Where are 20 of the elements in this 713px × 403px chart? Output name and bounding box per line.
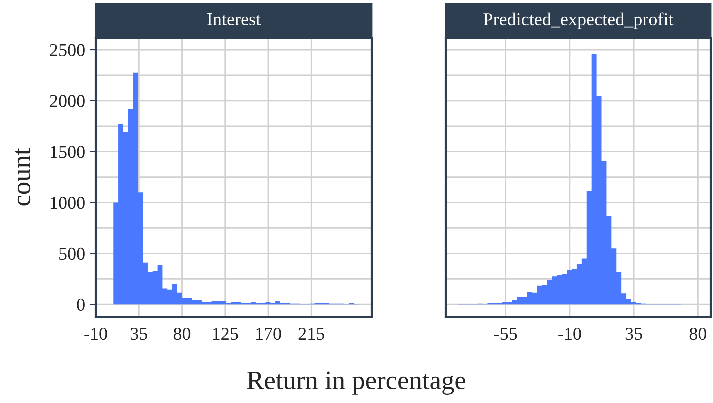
y-tick-label: 2500 bbox=[50, 44, 85, 56]
y-axis-title: count bbox=[15, 148, 31, 206]
x-tick-label: 215 bbox=[298, 328, 324, 340]
chart-title: Predicted_expected_profit bbox=[484, 12, 674, 30]
y-tick-label: 500 bbox=[60, 248, 85, 260]
x-tick-label: 35 bbox=[626, 328, 642, 340]
x-tick-label: 80 bbox=[690, 328, 707, 340]
x-axis-title: Return in percentage bbox=[247, 372, 466, 395]
chart-title: Interest bbox=[208, 14, 261, 26]
x-tick-label: -10 bbox=[84, 328, 108, 340]
x-tick-label: -10 bbox=[558, 328, 582, 340]
x-tick-label: 80 bbox=[174, 328, 191, 340]
x-tick-label: -55 bbox=[494, 328, 518, 340]
x-tick-label: 35 bbox=[130, 328, 148, 340]
y-tick-label: 0 bbox=[77, 298, 85, 312]
y-tick-label: 1500 bbox=[51, 146, 85, 158]
y-tick-label: 1000 bbox=[51, 197, 85, 210]
x-tick-label: 170 bbox=[256, 328, 282, 340]
x-tick-label: 125 bbox=[213, 328, 238, 340]
y-tick-label: 2000 bbox=[50, 95, 85, 108]
